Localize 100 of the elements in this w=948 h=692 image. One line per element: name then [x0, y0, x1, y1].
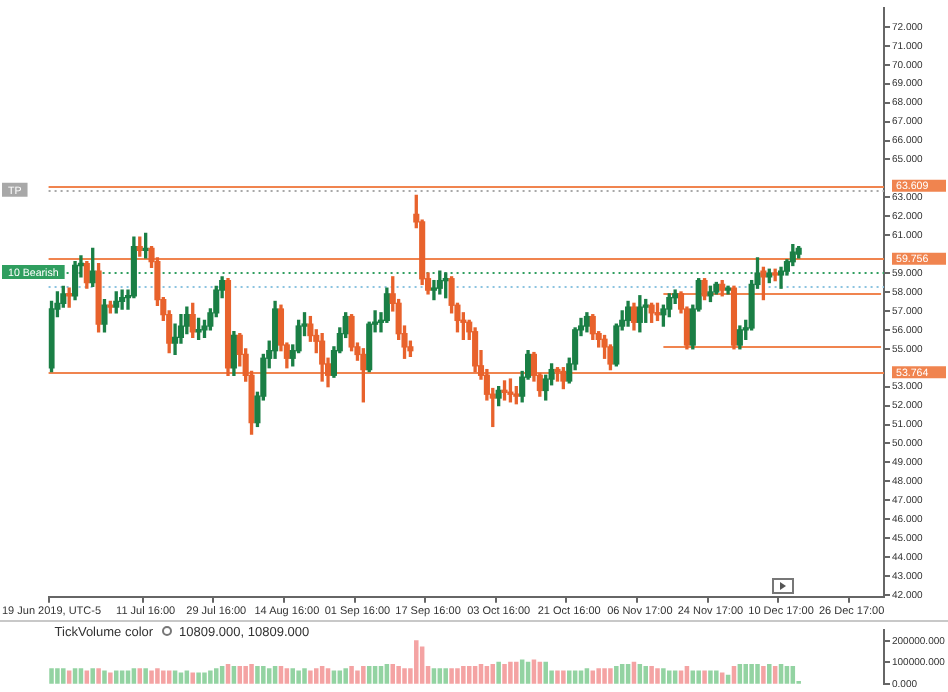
bar: [514, 661, 519, 684]
bar: [296, 670, 301, 684]
bar: [249, 663, 254, 684]
bar: [378, 666, 384, 684]
bar: [767, 663, 772, 684]
bar: [743, 663, 749, 684]
bar: [708, 670, 713, 684]
bar: [608, 668, 613, 684]
bar: [596, 668, 601, 684]
bar: [643, 666, 648, 684]
bar: [496, 661, 501, 684]
bar: [578, 670, 584, 684]
bar: [672, 670, 678, 684]
bar: [384, 663, 390, 684]
bar: [272, 666, 278, 684]
bar: [343, 668, 348, 684]
bar: [472, 666, 478, 684]
bar: [725, 674, 731, 684]
bar: [584, 668, 590, 684]
bar: [219, 666, 225, 684]
bar: [184, 670, 190, 684]
candlestick: [430, 279, 437, 301]
bar: [366, 666, 372, 684]
bar: [655, 668, 660, 684]
bar: [484, 666, 490, 684]
bar: [772, 666, 778, 684]
bar: [561, 670, 566, 684]
bar: [714, 670, 719, 684]
bar: [202, 672, 207, 684]
bar: [266, 668, 272, 684]
bar: [190, 672, 195, 684]
bar: [319, 666, 325, 684]
bar: [702, 670, 707, 684]
bar: [172, 670, 178, 684]
bar: [196, 672, 201, 684]
bar: [355, 670, 360, 684]
bar: [555, 670, 560, 684]
bar: [308, 670, 313, 684]
bar: [614, 666, 619, 684]
bar: [731, 666, 737, 684]
bar: [243, 666, 248, 684]
bar: [208, 670, 213, 684]
bar: [261, 666, 266, 684]
bar: [231, 666, 237, 684]
bar: [749, 663, 754, 684]
bar: [125, 670, 131, 684]
bar: [490, 663, 496, 684]
bar: [349, 666, 354, 684]
bar: [543, 661, 548, 684]
bar: [625, 663, 631, 684]
bar: [61, 668, 66, 684]
bar: [137, 668, 143, 684]
bar: [414, 640, 419, 684]
bar: [331, 670, 337, 684]
bar: [361, 666, 366, 684]
bar: [55, 668, 60, 684]
bar: [149, 670, 154, 684]
bar: [337, 670, 343, 684]
bar: [461, 666, 466, 684]
bar: [78, 668, 84, 684]
bar: [696, 670, 701, 684]
bar: [90, 668, 95, 684]
bar: [49, 668, 54, 684]
bar: [108, 672, 113, 684]
bar: [66, 670, 72, 684]
bar: [590, 670, 596, 684]
bar: [443, 668, 448, 684]
bar: [602, 668, 607, 684]
bar: [131, 668, 137, 684]
bar: [572, 670, 578, 684]
bar: [278, 666, 284, 684]
bar: [255, 666, 260, 684]
bar: [325, 668, 331, 684]
bar: [619, 663, 625, 684]
bar: [549, 670, 554, 684]
bar: [478, 663, 484, 684]
bar: [396, 666, 401, 684]
bar: [372, 666, 378, 684]
bar: [508, 661, 513, 684]
bar: [237, 666, 243, 684]
bar: [402, 668, 407, 684]
bar: [96, 668, 101, 684]
bar: [314, 668, 319, 684]
bar: [678, 670, 684, 684]
candlestick: [119, 289, 126, 310]
bar: [466, 666, 472, 684]
bar: [302, 668, 307, 684]
bar: [690, 670, 696, 684]
bar: [166, 670, 172, 684]
bar: [290, 668, 295, 684]
bar: [661, 668, 666, 684]
bar: [649, 666, 654, 684]
bar: [684, 666, 690, 684]
bar: [667, 670, 672, 684]
bar: [72, 668, 78, 684]
bar: [566, 670, 572, 684]
bar: [161, 670, 166, 684]
bar: [437, 668, 443, 684]
bar: [449, 668, 454, 684]
candlestick: [777, 266, 785, 289]
